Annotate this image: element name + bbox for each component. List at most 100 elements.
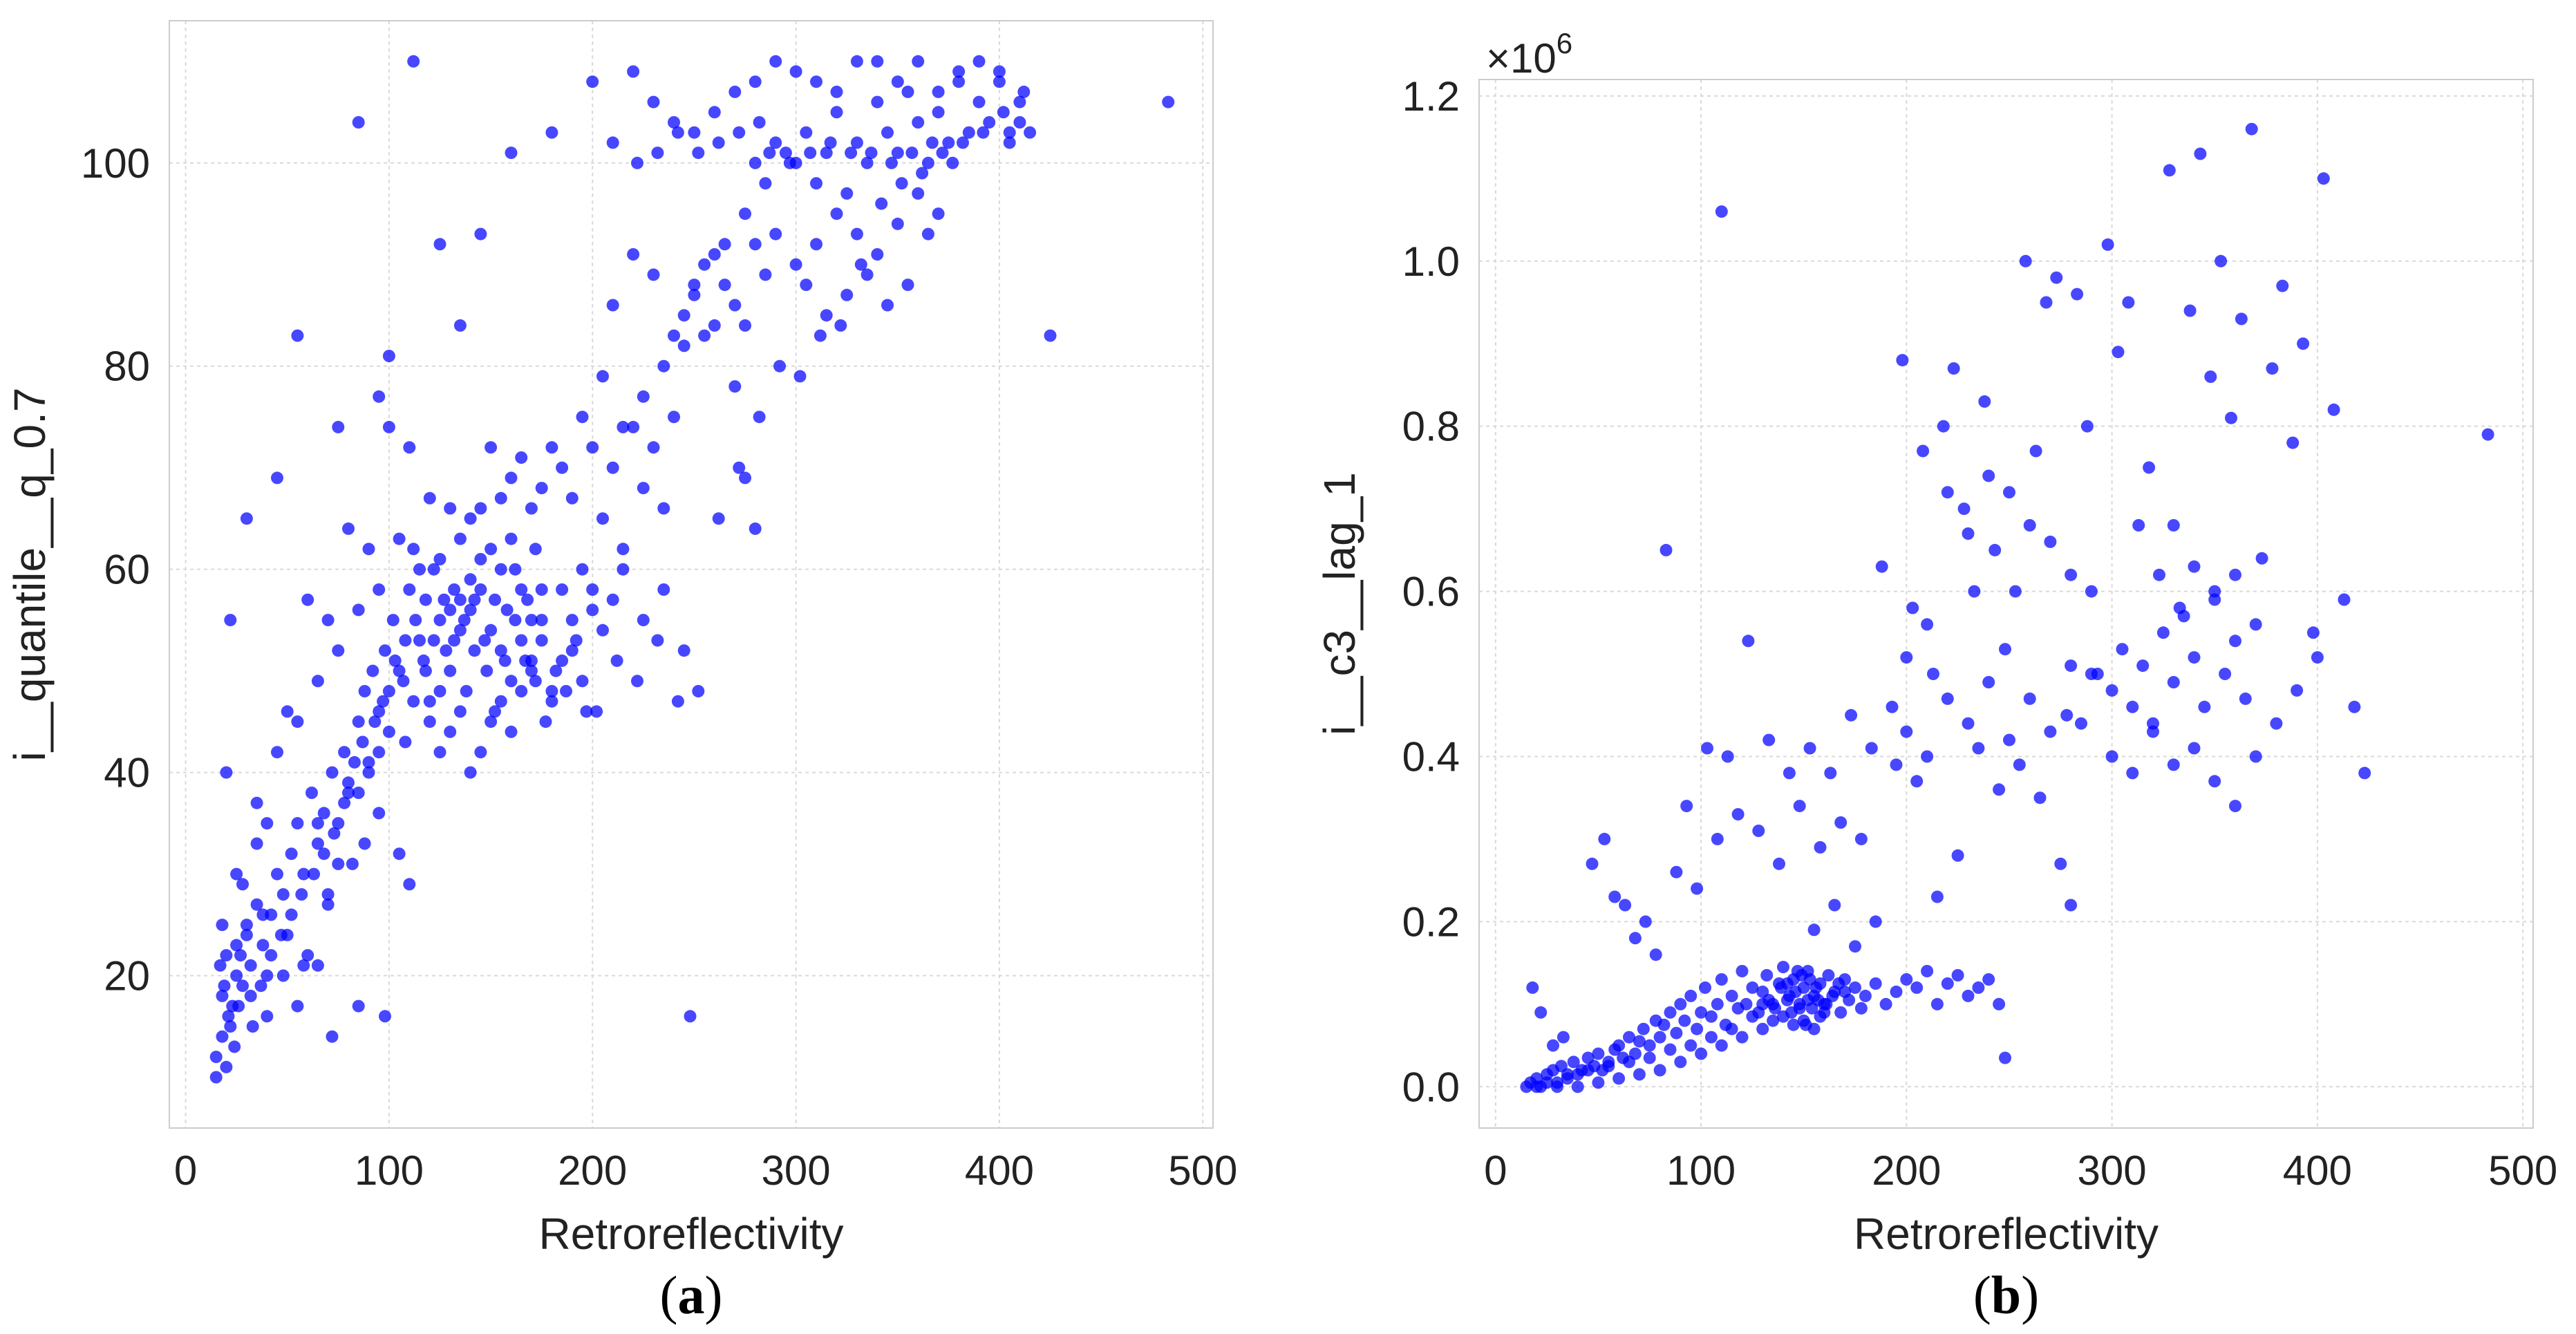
data-point bbox=[220, 766, 233, 779]
data-point bbox=[1775, 981, 1787, 994]
data-point bbox=[895, 177, 908, 190]
data-point bbox=[2249, 750, 2262, 763]
data-point bbox=[677, 339, 690, 353]
data-point bbox=[1921, 618, 1934, 631]
data-point bbox=[1623, 1055, 1635, 1069]
data-point bbox=[2105, 684, 2118, 697]
data-point bbox=[565, 491, 579, 505]
data-point bbox=[218, 979, 231, 993]
data-point bbox=[346, 857, 359, 870]
data-point bbox=[358, 685, 371, 697]
data-point bbox=[1526, 981, 1539, 994]
data-point bbox=[1581, 1064, 1595, 1077]
data-point bbox=[850, 55, 863, 68]
data-point bbox=[1982, 973, 1995, 986]
data-point bbox=[256, 939, 270, 952]
data-point bbox=[240, 928, 253, 941]
x-gridlines bbox=[185, 21, 1204, 1128]
data-point bbox=[2085, 585, 2098, 598]
data-point bbox=[498, 654, 511, 667]
data-point bbox=[2188, 651, 2201, 664]
data-point bbox=[820, 309, 833, 322]
data-point bbox=[718, 238, 731, 251]
data-point bbox=[2080, 420, 2094, 433]
data-point bbox=[688, 126, 701, 139]
data-point bbox=[2204, 370, 2217, 383]
data-point bbox=[285, 847, 298, 861]
data-point bbox=[1803, 973, 1816, 986]
data-point bbox=[505, 532, 518, 545]
y-axis-label: i__c3__lag_1 bbox=[1315, 472, 1364, 735]
data-point bbox=[753, 411, 766, 424]
data-point bbox=[209, 1071, 223, 1084]
data-point bbox=[586, 75, 599, 88]
data-point bbox=[556, 654, 569, 667]
data-point bbox=[509, 614, 522, 627]
data-point bbox=[1993, 997, 2006, 1011]
data-point bbox=[478, 634, 491, 647]
panel-letter-a: a bbox=[678, 1265, 705, 1325]
data-point bbox=[759, 268, 772, 281]
data-point bbox=[952, 75, 966, 88]
data-point bbox=[2229, 568, 2241, 581]
y-tick-labels: 20 40 60 80 100 bbox=[81, 140, 150, 999]
data-point bbox=[684, 1010, 697, 1023]
data-point bbox=[885, 156, 898, 169]
data-point bbox=[1972, 981, 1985, 994]
data-point bbox=[464, 512, 477, 525]
data-point bbox=[912, 55, 925, 68]
data-point bbox=[1643, 1051, 1656, 1064]
data-point bbox=[2358, 767, 2371, 780]
data-point bbox=[1551, 1080, 1563, 1093]
plot-frame bbox=[1478, 79, 2534, 1129]
data-point bbox=[2116, 643, 2129, 656]
data-point bbox=[1947, 362, 1960, 375]
data-point bbox=[789, 258, 802, 271]
data-point bbox=[861, 268, 874, 281]
data-point bbox=[2167, 519, 2180, 532]
data-point bbox=[565, 614, 579, 627]
data-point bbox=[739, 207, 751, 220]
data-point bbox=[2013, 758, 2026, 771]
data-point bbox=[881, 126, 894, 139]
data-point bbox=[332, 420, 345, 433]
data-point bbox=[1547, 1039, 1559, 1052]
data-point bbox=[586, 441, 599, 454]
panel-label-b: (b) bbox=[1973, 1265, 2039, 1325]
data-point bbox=[733, 461, 746, 474]
data-point bbox=[1930, 997, 1944, 1011]
data-point bbox=[576, 675, 589, 688]
data-point bbox=[1653, 1031, 1666, 1044]
data-point bbox=[1586, 857, 1599, 870]
data-point bbox=[271, 867, 283, 881]
data-point bbox=[2167, 676, 2180, 688]
data-point bbox=[739, 319, 751, 332]
data-point bbox=[983, 116, 996, 129]
data-point bbox=[2101, 238, 2114, 251]
data-point bbox=[2143, 461, 2156, 474]
data-point bbox=[423, 695, 436, 708]
data-point bbox=[2317, 172, 2330, 185]
data-point bbox=[529, 543, 542, 556]
data-point bbox=[261, 817, 274, 830]
data-point bbox=[749, 75, 762, 88]
data-point bbox=[881, 299, 894, 312]
data-point bbox=[2338, 593, 2351, 606]
data-point bbox=[393, 664, 406, 677]
data-point bbox=[373, 807, 386, 820]
data-point bbox=[2276, 279, 2289, 292]
data-point bbox=[2219, 668, 2232, 680]
data-point bbox=[590, 705, 603, 718]
data-point bbox=[692, 685, 705, 697]
data-point bbox=[529, 675, 542, 688]
data-point bbox=[942, 136, 955, 149]
data-point bbox=[606, 299, 619, 312]
data-point bbox=[647, 95, 660, 109]
data-point bbox=[749, 522, 762, 535]
data-point bbox=[1567, 1055, 1580, 1069]
data-point bbox=[224, 614, 237, 627]
data-point bbox=[1906, 601, 1919, 614]
data-point bbox=[388, 654, 402, 667]
data-point bbox=[256, 908, 270, 921]
